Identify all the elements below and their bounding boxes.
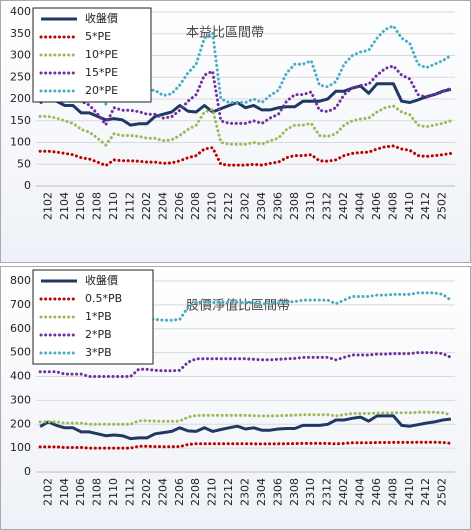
y-tick-label: 250 [10,70,31,83]
x-tick-label: 2102 [41,478,54,506]
x-tick-label: 2308 [288,192,301,220]
x-tick-label: 2202 [140,192,153,220]
series-line [38,440,453,450]
x-tick-label: 2302 [239,192,252,220]
chart-title: 股價淨值比區間帶 [186,298,290,314]
x-tick-label: 2412 [419,478,432,506]
x-tick-label: 2202 [140,478,153,506]
y-tick-label: 300 [10,393,31,406]
legend-label: 10*PE [85,48,118,61]
x-tick-label: 2208 [189,192,202,220]
x-tick-label: 2408 [386,192,399,220]
y-tick-label: 300 [10,49,31,62]
y-tick-label: 200 [10,92,31,105]
y-tick-label: 200 [10,417,31,430]
x-tick-label: 2306 [271,478,284,506]
series-line [38,64,453,127]
legend-label: 0.5*PB [85,292,122,305]
x-tick-label: 2502 [436,478,449,506]
legend-label: 5*PE [85,30,111,43]
x-tick-label: 2410 [403,192,416,220]
series-line [38,104,453,147]
x-tick-label: 2212 [222,478,235,506]
x-tick-label: 2104 [58,192,71,220]
y-tick-label: 400 [10,370,31,383]
x-tick-label: 2310 [304,192,317,220]
y-tick-label: 100 [10,136,31,149]
y-tick-label: 350 [10,27,31,40]
x-tick-label: 2108 [91,478,104,506]
x-tick-label: 2308 [288,478,301,506]
x-tick-label: 2310 [304,478,317,506]
legend-label: 20*PE [85,84,118,97]
x-tick-label: 2110 [107,478,120,506]
y-tick-label: 0 [24,465,31,478]
legend-box [32,269,154,365]
legend-box [32,7,152,103]
series-line [38,351,453,378]
legend-label: 收盤價 [85,11,118,25]
x-tick-label: 2204 [156,478,169,506]
x-tick-label: 2106 [74,478,87,506]
y-tick-label: 500 [10,346,31,359]
x-tick-label: 2408 [386,478,399,506]
y-tick-label: 150 [10,114,31,127]
x-tick-label: 2312 [321,192,334,220]
x-tick-label: 2206 [173,478,186,506]
x-tick-label: 2112 [123,192,136,220]
x-tick-label: 2304 [255,478,268,506]
series-line [38,410,453,426]
x-tick-label: 2110 [107,192,120,220]
x-tick-label: 2404 [354,192,367,220]
chart-title: 本益比區間帶 [186,26,264,41]
x-tick-label: 2412 [419,192,432,220]
y-tick-label: 100 [10,441,31,454]
y-tick-label: 800 [10,274,31,287]
y-tick-label: 600 [10,322,31,335]
x-tick-label: 2210 [206,192,219,220]
x-tick-label: 2402 [337,478,350,506]
x-tick-label: 2212 [222,192,235,220]
x-tick-label: 2306 [271,192,284,220]
x-tick-label: 2106 [74,192,87,220]
x-tick-label: 2108 [91,192,104,220]
x-tick-label: 2410 [403,478,416,506]
x-tick-label: 2112 [123,478,136,506]
legend-label: 15*PE [85,66,118,79]
x-tick-label: 2404 [354,478,367,506]
x-tick-label: 2302 [239,478,252,506]
x-tick-label: 2208 [189,478,202,506]
x-tick-label: 2206 [173,192,186,220]
legend-label: 收盤價 [85,273,118,287]
legend-label: 3*PB [85,346,112,359]
x-tick-label: 2304 [255,192,268,220]
x-tick-label: 2406 [370,192,383,220]
x-tick-label: 2210 [206,478,219,506]
x-tick-label: 2312 [321,478,334,506]
x-tick-label: 2104 [58,478,71,506]
legend-label: 1*PB [85,310,112,323]
x-tick-label: 2402 [337,192,350,220]
x-tick-label: 2406 [370,478,383,506]
y-tick-label: 0 [24,179,31,192]
legend-label: 2*PB [85,328,112,341]
x-tick-label: 2502 [436,192,449,220]
series-line [39,414,452,441]
y-tick-label: 50 [17,157,31,170]
x-tick-label: 2204 [156,192,169,220]
x-tick-label: 2102 [41,192,54,220]
y-tick-label: 700 [10,298,31,311]
y-tick-label: 400 [10,5,31,18]
